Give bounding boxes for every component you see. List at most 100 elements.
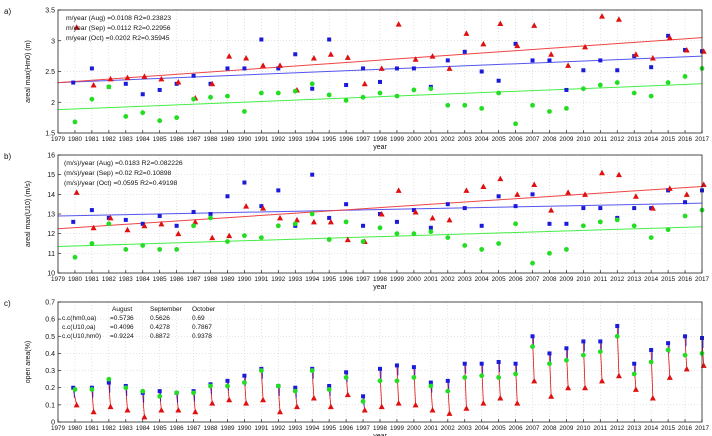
point-oct (597, 219, 603, 225)
x-tick-label: 1981 (85, 425, 100, 432)
point-sep (344, 54, 351, 60)
point-oct (547, 109, 552, 114)
point-sep (446, 410, 453, 416)
x-tick-label: 2011 (594, 276, 608, 283)
point-sep (446, 65, 453, 71)
point-aug (564, 221, 569, 226)
point-sep (497, 175, 504, 182)
stem-line (72, 389, 78, 405)
point-sep (514, 42, 521, 49)
point-aug (361, 223, 366, 228)
x-tick-label: 2007 (526, 425, 541, 432)
y-axis-label: areal max(Hm0) (m) (25, 40, 32, 103)
point-aug (513, 361, 518, 366)
stem-line (193, 393, 196, 412)
point-oct (157, 118, 163, 124)
point-oct (530, 344, 535, 349)
x-tick-label: 2012 (610, 276, 625, 283)
y-tick-label: 0.5 (45, 334, 55, 341)
point-oct (123, 113, 129, 119)
table-cell: 0.9378 (192, 333, 212, 340)
x-tick-label: 2004 (475, 136, 490, 143)
point-sep (429, 407, 436, 413)
point-aug (89, 66, 94, 71)
y-tick-label: 0.1 (45, 402, 55, 409)
point-aug (394, 363, 399, 368)
point-oct (275, 90, 281, 96)
stem-line (447, 382, 450, 414)
x-tick-label: 1983 (119, 425, 134, 432)
point-aug (344, 202, 349, 207)
point-aug (462, 206, 467, 211)
point-oct (648, 235, 654, 241)
point-oct (479, 247, 485, 252)
point-oct (580, 86, 586, 92)
point-sep (141, 413, 148, 420)
point-sep (666, 34, 673, 41)
panel-label: c) (4, 299, 11, 308)
point-sep (649, 205, 656, 211)
point-sep (141, 73, 148, 79)
stem-line (125, 387, 128, 411)
x-tick-label: 1998 (373, 136, 388, 143)
point-aug (513, 204, 518, 209)
x-tick-label: 1995 (322, 276, 337, 283)
x-tick-label: 2002 (441, 136, 456, 143)
x-tick-label: 1989 (220, 276, 235, 283)
point-oct (394, 93, 400, 99)
y-tick-label: 3 (51, 38, 55, 45)
stem-line (379, 370, 383, 407)
point-aug (242, 180, 247, 185)
point-oct (513, 221, 518, 227)
y-tick-label: 3.5 (45, 8, 55, 15)
x-tick-label: 1994 (305, 136, 320, 143)
point-aug (394, 66, 399, 71)
x-tick-label: 1993 (288, 136, 303, 143)
point-aug (598, 206, 603, 211)
point-aug (157, 389, 162, 394)
point-aug (71, 219, 76, 224)
point-sep (293, 216, 300, 223)
x-tick-label: 1989 (220, 425, 235, 432)
x-tick-label: 2017 (695, 425, 710, 432)
x-tick-label: 1984 (136, 425, 151, 432)
point-oct (275, 383, 281, 389)
point-aug (106, 215, 111, 220)
y-tick-label: 2 (51, 100, 55, 107)
table-header: August (112, 306, 132, 313)
x-tick-label: 2004 (475, 276, 490, 283)
point-oct (547, 361, 552, 367)
point-oct (72, 254, 78, 260)
point-oct (258, 90, 264, 96)
point-sep (463, 30, 470, 36)
point-oct (614, 333, 620, 339)
point-aug (191, 210, 196, 215)
x-tick-label: 1985 (153, 136, 168, 143)
point-sep (632, 386, 639, 392)
point-aug (445, 58, 450, 63)
y-tick-label: 12 (47, 231, 55, 238)
table-cell: 0.4278 (150, 324, 170, 331)
point-sep (395, 187, 402, 193)
point-oct (360, 94, 366, 100)
point-aug (428, 380, 433, 385)
x-tick-label: 2014 (644, 276, 659, 283)
point-sep (514, 191, 521, 197)
point-oct (648, 359, 654, 365)
point-sep (107, 75, 114, 82)
point-oct (258, 368, 264, 373)
x-tick-label: 1997 (356, 136, 371, 143)
point-oct (174, 390, 180, 396)
point-oct (682, 213, 688, 219)
point-sep (429, 214, 436, 221)
point-sep (429, 53, 436, 59)
point-aug (327, 215, 332, 220)
point-sep (615, 16, 622, 22)
point-aug (89, 208, 94, 213)
point-sep (582, 191, 589, 197)
y-tick-label: 0.6 (45, 317, 55, 324)
point-sep (260, 396, 267, 403)
table-cell: =0.5736 (110, 315, 134, 322)
point-sep (378, 403, 385, 410)
x-tick-label: 1999 (390, 425, 405, 432)
